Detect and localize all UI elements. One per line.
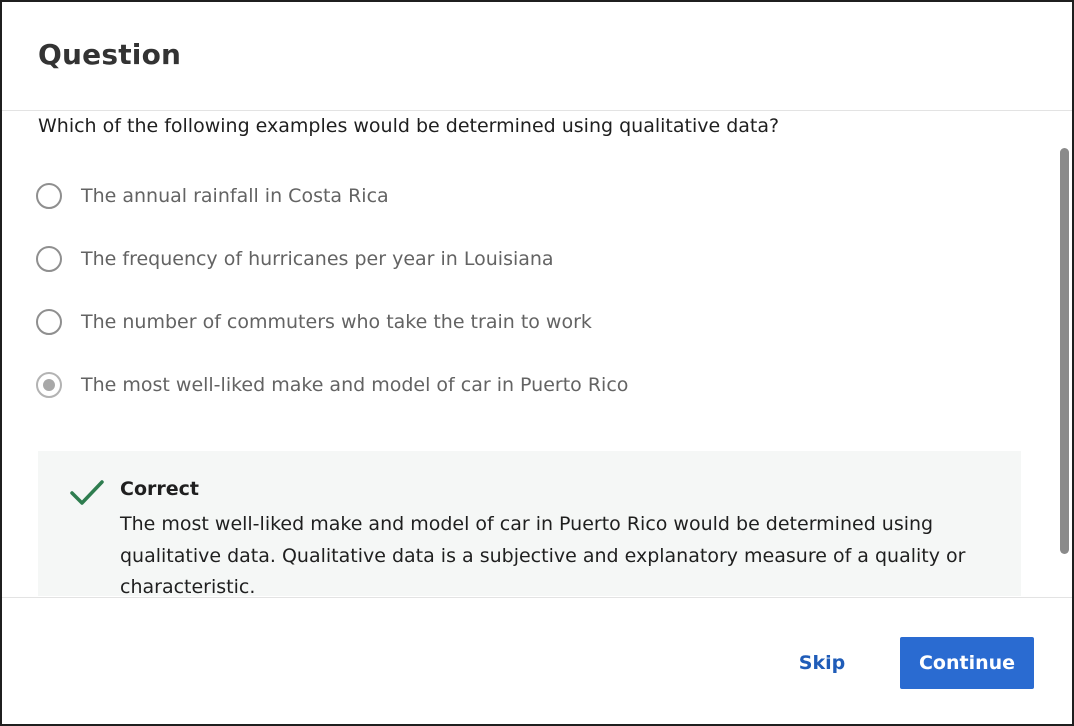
answer-option-2[interactable]: The frequency of hurricanes per year in … — [36, 243, 554, 275]
scrollbar[interactable] — [1056, 111, 1070, 596]
skip-button[interactable]: Skip — [788, 638, 856, 688]
modal-body: Which of the following examples would be… — [2, 111, 1072, 596]
option-label: The most well-liked make and model of ca… — [81, 374, 629, 396]
option-label: The number of commuters who take the tra… — [81, 311, 592, 333]
modal-title: Question — [38, 38, 182, 71]
option-label: The annual rainfall in Costa Rica — [81, 185, 389, 207]
continue-button[interactable]: Continue — [900, 637, 1034, 689]
answer-option-3[interactable]: The number of commuters who take the tra… — [36, 306, 592, 338]
radio-button-selected[interactable] — [36, 372, 62, 398]
feedback-explanation: The most well-liked make and model of ca… — [120, 513, 966, 596]
question-text: Which of the following examples would be… — [38, 115, 780, 137]
modal-header: Question — [2, 2, 1072, 111]
feedback-panel: Correct The most well-liked make and mod… — [38, 451, 1021, 596]
modal-footer: Skip Continue — [2, 597, 1072, 724]
option-label: The frequency of hurricanes per year in … — [81, 248, 554, 270]
scrollbar-thumb[interactable] — [1060, 148, 1069, 554]
feedback-status: Correct — [120, 478, 199, 500]
radio-button[interactable] — [36, 183, 62, 209]
radio-button[interactable] — [36, 309, 62, 335]
answer-option-1[interactable]: The annual rainfall in Costa Rica — [36, 180, 389, 212]
checkmark-icon — [70, 480, 104, 505]
radio-button[interactable] — [36, 246, 62, 272]
answer-option-4[interactable]: The most well-liked make and model of ca… — [36, 369, 628, 401]
radio-dot — [43, 379, 55, 391]
